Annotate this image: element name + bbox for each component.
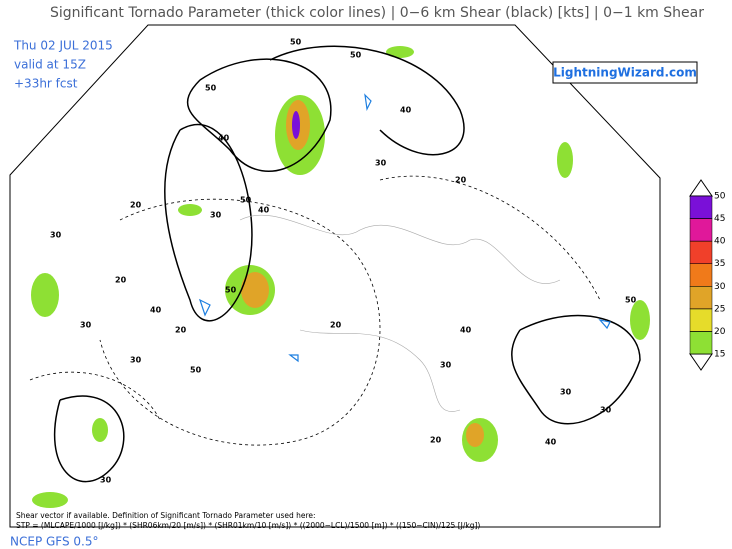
colorbar-segment bbox=[689, 195, 713, 219]
contour-label: 40 bbox=[545, 438, 557, 447]
contour-label: 50 bbox=[190, 366, 202, 375]
map-frame bbox=[9, 24, 661, 528]
contour-label: 30 bbox=[600, 406, 612, 415]
contour-label: 40 bbox=[218, 134, 230, 143]
colorbar-label: 35 bbox=[714, 259, 725, 269]
logo-text: LightningWizard.com bbox=[553, 66, 697, 80]
colorbar-segment bbox=[689, 218, 713, 242]
colorbar-segment bbox=[689, 308, 713, 332]
contour-label: 50 bbox=[350, 51, 362, 60]
contour-label: 30 bbox=[375, 159, 387, 168]
contour-label: 40 bbox=[400, 106, 412, 115]
contour-label: 30 bbox=[560, 388, 572, 397]
colorbar-segment bbox=[689, 331, 713, 355]
contour-label: 20 bbox=[455, 176, 467, 185]
colorbar-label: 20 bbox=[714, 327, 726, 337]
contour-label: 50 bbox=[205, 84, 217, 93]
colorbar-segment bbox=[689, 240, 713, 264]
footer-model: NCEP GFS 0.5° bbox=[10, 535, 99, 549]
contour-label: 40 bbox=[150, 306, 162, 315]
contour-label: 30 bbox=[440, 361, 452, 370]
contour-label: 40 bbox=[258, 206, 270, 215]
contour-label: 50 bbox=[625, 296, 637, 305]
title: Significant Tornado Parameter (thick col… bbox=[50, 5, 704, 21]
contour-label: 30 bbox=[210, 211, 222, 220]
contour-label: 20 bbox=[175, 326, 187, 335]
contour-label: 30 bbox=[130, 356, 142, 365]
contour-label: 20 bbox=[330, 321, 342, 330]
colorbar-segment bbox=[689, 286, 713, 310]
colorbar-label: 40 bbox=[714, 237, 726, 247]
colorbar-cap-top bbox=[689, 179, 713, 197]
shear-contours bbox=[54, 45, 641, 483]
valid-time: valid at 15Z bbox=[14, 58, 86, 72]
map bbox=[9, 24, 661, 528]
contour-label: 40 bbox=[460, 326, 472, 335]
contour-label: 20 bbox=[130, 201, 142, 210]
contour-label: 20 bbox=[430, 436, 442, 445]
shear-contours-weak bbox=[29, 175, 601, 446]
colorbar-label: 25 bbox=[714, 304, 725, 314]
contour-label: 20 bbox=[115, 276, 127, 285]
colorbar-label: 30 bbox=[714, 282, 726, 292]
coastlines bbox=[239, 214, 561, 412]
contour-label: 30 bbox=[100, 476, 112, 485]
colorbar-label: 15 bbox=[714, 350, 725, 360]
contour-label: 50 bbox=[225, 286, 237, 295]
logo-box bbox=[552, 61, 698, 84]
colorbar-label: 50 bbox=[714, 192, 726, 202]
colorbar-label: 45 bbox=[714, 214, 725, 224]
contour-label: 50 bbox=[290, 38, 302, 47]
date: Thu 02 JUL 2015 bbox=[13, 39, 113, 53]
footer-note: Shear vector if available. Definition of… bbox=[16, 511, 316, 520]
colorbar-segment bbox=[689, 263, 713, 287]
contour-label: 30 bbox=[80, 321, 92, 330]
forecast-hour: +33hr fcst bbox=[14, 77, 78, 91]
stp-max bbox=[292, 111, 300, 139]
footer-formula: STP = (MLCAPE/1000 [J/kg]) * (SHR06km/20… bbox=[16, 521, 480, 530]
colorbar-cap-bottom bbox=[689, 353, 713, 371]
contour-label: 50 bbox=[240, 196, 252, 205]
logo: LightningWizard.com bbox=[552, 61, 698, 84]
contour-label: 30 bbox=[50, 231, 62, 240]
low-level-shear bbox=[198, 93, 611, 363]
